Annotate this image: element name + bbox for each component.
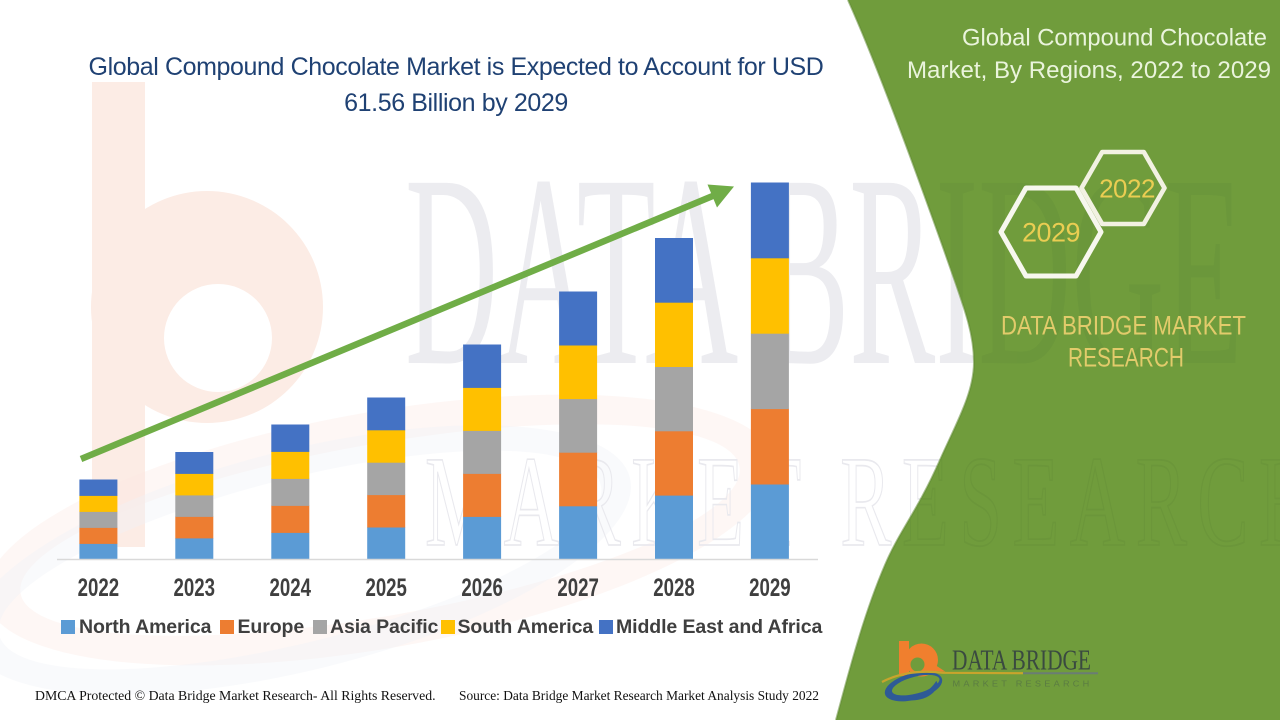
svg-text:2029: 2029 bbox=[749, 574, 791, 602]
svg-text:DATA BRIDGE: DATA BRIDGE bbox=[952, 645, 1091, 677]
svg-text:Global Compound Chocolate: Global Compound Chocolate bbox=[962, 25, 1267, 52]
svg-text:2028: 2028 bbox=[653, 574, 695, 602]
svg-text:2025: 2025 bbox=[365, 574, 407, 602]
svg-text:DATA BRIDGE MARKET: DATA BRIDGE MARKET bbox=[1001, 311, 1246, 341]
svg-text:RESEARCH: RESEARCH bbox=[1068, 343, 1184, 373]
svg-text:2023: 2023 bbox=[174, 574, 216, 602]
svg-text:2029: 2029 bbox=[1022, 218, 1080, 248]
svg-text:2022: 2022 bbox=[1099, 174, 1155, 204]
svg-text:Market, By Regions, 2022 to 20: Market, By Regions, 2022 to 2029 bbox=[907, 57, 1271, 84]
svg-text:2022: 2022 bbox=[78, 574, 120, 602]
svg-text:MARKET RESEARCH: MARKET RESEARCH bbox=[953, 679, 1093, 689]
svg-text:2026: 2026 bbox=[461, 574, 503, 602]
svg-text:2027: 2027 bbox=[557, 574, 599, 602]
svg-text:2024: 2024 bbox=[270, 574, 312, 602]
